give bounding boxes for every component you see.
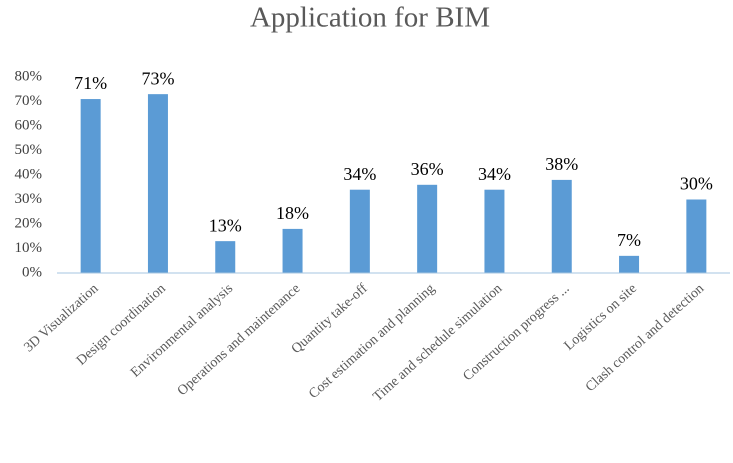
x-tick-label: Clash control and detection	[583, 281, 707, 395]
y-tick-label: 10%	[15, 240, 43, 256]
x-tick-label: Cost estimation and planning	[306, 281, 438, 402]
y-tick-label: 40%	[15, 166, 43, 182]
bar	[484, 189, 505, 273]
value-label: 71%	[74, 73, 107, 93]
bar	[80, 99, 101, 273]
bar	[215, 241, 236, 273]
y-tick-label: 70%	[15, 93, 43, 109]
x-tick-label: Operations and maintenance	[175, 281, 303, 399]
y-tick-label: 20%	[15, 215, 43, 231]
value-label: 34%	[478, 164, 511, 184]
bar	[619, 255, 640, 273]
y-tick-label: 30%	[15, 191, 43, 207]
bar	[282, 228, 303, 273]
value-label: 30%	[680, 174, 713, 194]
value-label: 34%	[343, 164, 376, 184]
y-tick-label: 0%	[22, 264, 42, 280]
value-label: 73%	[141, 68, 174, 88]
x-tick-label: Time and schedule simulation	[370, 281, 505, 404]
chart-title: Application for BIM	[250, 2, 490, 34]
value-label: 18%	[276, 203, 309, 223]
bar	[349, 189, 370, 273]
y-tick-label: 80%	[15, 68, 43, 84]
value-label: 38%	[545, 154, 578, 174]
bar	[551, 179, 572, 273]
bar	[417, 184, 438, 273]
value-label: 13%	[209, 215, 242, 235]
value-label: 7%	[617, 230, 641, 250]
y-tick-label: 60%	[15, 117, 43, 133]
value-label: 36%	[411, 159, 444, 179]
bar	[686, 199, 707, 273]
bar	[147, 94, 168, 274]
y-tick-label: 50%	[15, 142, 43, 158]
